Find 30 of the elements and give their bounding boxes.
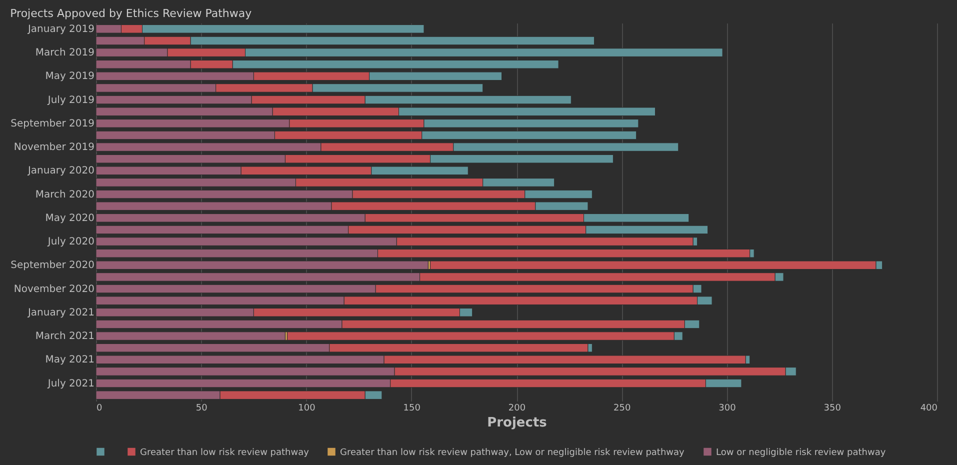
legend-label: Greater than low risk review pathway [140, 448, 310, 458]
legend-label: Greater than low risk review pathway, Low or negligible risk review pathway [340, 448, 686, 458]
x-tick-label: 50 [196, 404, 208, 414]
y-tick-label: November 2020 [14, 284, 94, 295]
y-tick-label: September 2020 [10, 260, 94, 272]
x-tick-label: 400 [920, 404, 938, 414]
y-tick-label: March 2021 [35, 331, 94, 342]
x-tick-label: 0 [96, 404, 102, 414]
y-tick-label: September 2019 [10, 118, 94, 130]
y-tick-label: March 2020 [35, 189, 94, 200]
y-tick-label: May 2020 [45, 212, 94, 224]
y-tick-label: November 2019 [14, 142, 94, 154]
x-tick-label: 100 [298, 404, 316, 414]
x-axis-title: Projects [487, 416, 548, 430]
x-tick-label: 150 [403, 404, 421, 414]
y-tick-label: July 2020 [46, 236, 94, 248]
x-tick-label: 350 [824, 404, 842, 414]
x-tick-label: 250 [614, 404, 631, 414]
x-tick-label: 300 [718, 404, 736, 414]
x-tick-label: 200 [508, 404, 526, 414]
y-tick-label: July 2019 [46, 94, 94, 106]
chart-title: Projects Appoved by Ethics Review Pathway [10, 7, 252, 20]
legend-label: Low or negligible risk review pathway [716, 448, 886, 458]
y-tick-label: March 2019 [35, 48, 94, 59]
y-tick-label: July 2021 [46, 378, 94, 390]
y-tick-label: May 2021 [45, 354, 94, 366]
y-tick-label: January 2020 [26, 166, 94, 177]
y-tick-label: January 2021 [26, 307, 94, 318]
y-tick-label: January 2019 [26, 24, 94, 35]
y-tick-label: May 2019 [45, 71, 94, 82]
